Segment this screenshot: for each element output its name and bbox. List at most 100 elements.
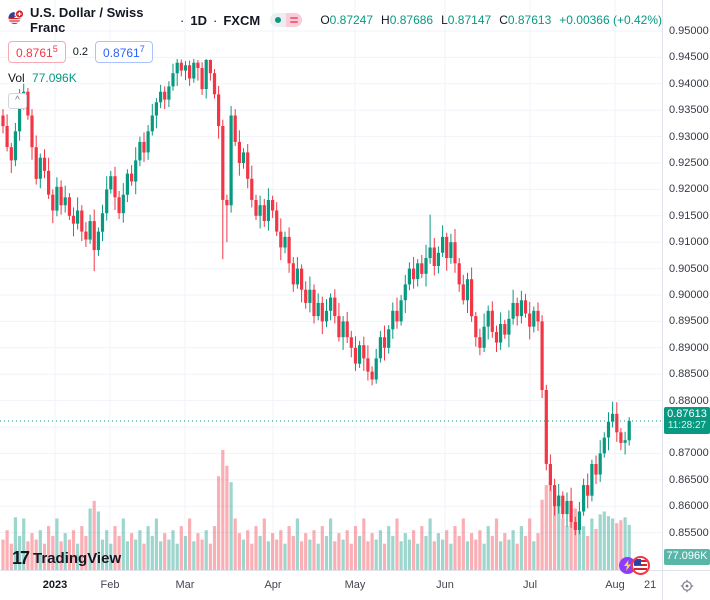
- candle-body: [237, 141, 241, 163]
- candle-body: [602, 437, 606, 454]
- volume-bar: [374, 539, 378, 570]
- candle-body: [18, 102, 22, 132]
- gear-icon[interactable]: [680, 579, 694, 593]
- candle-body: [183, 65, 188, 71]
- volume-bar: [192, 541, 196, 570]
- candle-body: [241, 152, 246, 163]
- volume-bar: [88, 508, 92, 570]
- candle-body: [532, 310, 536, 327]
- candle-body: [80, 210, 84, 232]
- volume-bar: [254, 526, 258, 570]
- volume-bar: [80, 526, 84, 570]
- chart-pane[interactable]: U.S. Dollar / Swiss Franc · 1D · FXCM O0…: [0, 0, 662, 575]
- price-tick-label: 0.94500: [669, 51, 709, 63]
- symbol-title[interactable]: U.S. Dollar / Swiss Franc: [30, 5, 144, 35]
- sell-bid-button[interactable]: 0.87615: [8, 41, 66, 63]
- volume-bar: [403, 533, 407, 570]
- volume-bar: [474, 539, 478, 570]
- candle-body: [159, 91, 163, 103]
- volume-bar: [13, 517, 17, 570]
- candle-body: [358, 345, 362, 364]
- candle-body: [13, 131, 17, 161]
- us-economic-event-icon[interactable]: [631, 556, 650, 575]
- volume-indicator-label[interactable]: Vol: [8, 71, 25, 85]
- volume-bar: [424, 536, 428, 570]
- candle-body: [109, 176, 113, 190]
- candle-body: [470, 279, 474, 317]
- collapse-legend-button[interactable]: ^: [8, 93, 27, 109]
- candle-body: [586, 485, 590, 496]
- candle-body: [582, 485, 586, 512]
- time-axis[interactable]: 2023 Feb Mar Apr May Jun Jul Aug 21: [0, 570, 662, 600]
- volume-bar: [606, 516, 611, 570]
- price-tick-label: 0.92500: [669, 157, 709, 169]
- volume-bar: [271, 533, 275, 570]
- candle-body: [291, 263, 295, 285]
- candle-body: [138, 141, 142, 161]
- candle-body: [557, 495, 561, 507]
- price-tick-label: 0.93000: [669, 131, 709, 143]
- volume-indicator-value: 77.096K: [32, 71, 77, 85]
- volume-bar: [420, 526, 424, 570]
- volume-bar: [217, 476, 221, 570]
- volume-bar: [602, 511, 606, 570]
- volume-bar: [615, 523, 619, 570]
- volume-bar: [449, 543, 453, 570]
- candle-body: [88, 221, 92, 240]
- volume-bar: [494, 518, 499, 570]
- volume-axis-badge: 77.096K: [664, 549, 710, 565]
- time-tick-label: Mar: [175, 579, 195, 591]
- volume-bar: [586, 536, 590, 570]
- candle-body: [486, 310, 490, 327]
- candle-body: [34, 147, 38, 179]
- candle-body: [528, 313, 532, 327]
- volume-bar: [316, 543, 320, 570]
- volume-bar: [225, 465, 229, 570]
- candle-body: [503, 324, 507, 335]
- tradingview-logo[interactable]: 17 TradingView: [12, 548, 125, 569]
- candlestick-chart[interactable]: [0, 0, 662, 570]
- volume-bar: [445, 530, 449, 570]
- candle-body: [100, 213, 105, 232]
- candle-body: [412, 268, 416, 280]
- candle-body: [121, 194, 125, 214]
- volume-indicator-row: Vol 77.096K: [8, 71, 662, 85]
- candle-body: [499, 324, 503, 343]
- candle-body: [295, 268, 299, 285]
- time-tick-label: Feb: [100, 579, 120, 591]
- candle-body: [134, 160, 138, 182]
- volume-bar: [76, 543, 80, 570]
- candle-body: [262, 205, 266, 221]
- axis-settings-corner[interactable]: [662, 570, 710, 600]
- candle-body: [349, 337, 353, 348]
- market-status-button[interactable]: [270, 13, 303, 27]
- volume-bar: [121, 518, 125, 570]
- exchange-label[interactable]: FXCM: [223, 12, 261, 28]
- volume-bar: [125, 541, 129, 570]
- session-clock[interactable]: 21: [644, 579, 657, 591]
- symbol-row: U.S. Dollar / Swiss Franc · 1D · FXCM O0…: [8, 5, 662, 35]
- volume-bar: [349, 543, 353, 570]
- candle-body: [55, 186, 59, 211]
- candle-body: [225, 200, 229, 206]
- volume-bar: [358, 536, 362, 570]
- time-tick-label: 2023: [42, 579, 68, 591]
- candle-body: [366, 358, 370, 372]
- candle-body: [212, 73, 217, 95]
- time-tick-label: Aug: [605, 579, 625, 591]
- interval-label[interactable]: 1D: [190, 12, 207, 28]
- buy-ask-button[interactable]: 0.87617: [95, 41, 153, 63]
- volume-bar: [163, 533, 167, 570]
- price-axis[interactable]: 0.95000 0.94500 0.94000 0.93500 0.93000 0.925…: [662, 0, 710, 570]
- price-tick-label: 0.87000: [669, 447, 709, 459]
- volume-bar: [138, 530, 142, 570]
- candle-body: [67, 197, 71, 216]
- volume-bar: [565, 526, 569, 570]
- volume-bar: [266, 541, 270, 570]
- price-tick-label: 0.85500: [669, 527, 709, 539]
- candle-body: [615, 413, 619, 433]
- candle-body: [175, 62, 179, 74]
- volume-bar: [275, 539, 279, 570]
- candle-body: [445, 236, 449, 258]
- volume-bar: [370, 533, 374, 570]
